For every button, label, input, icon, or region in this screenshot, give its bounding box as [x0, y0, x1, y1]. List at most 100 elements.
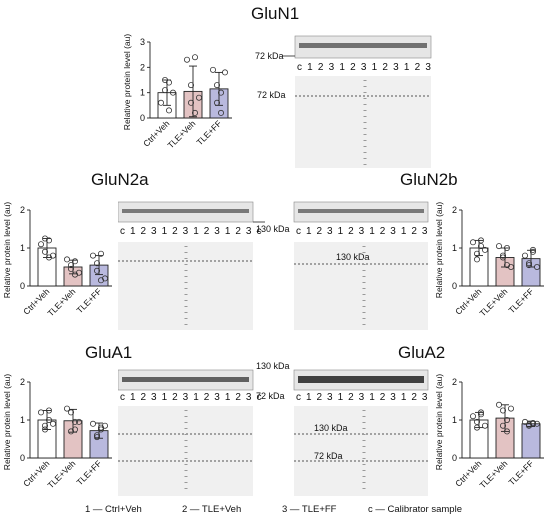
data-point	[478, 243, 485, 250]
data-point	[530, 248, 537, 255]
data-point	[42, 426, 49, 433]
data-point	[500, 254, 507, 261]
x-tick-label: TLE+FF	[74, 458, 103, 487]
data-point	[530, 420, 537, 427]
data-point	[214, 99, 221, 106]
y-tick-label: 0	[20, 453, 25, 463]
data-point	[482, 246, 489, 253]
chart-glun2a: Relative protein level (au) 012Ctrl+VehTL…	[2, 202, 112, 318]
data-point	[162, 87, 169, 94]
data-point	[500, 252, 507, 259]
data-point	[72, 426, 79, 433]
y-tick-label: 1	[140, 88, 145, 98]
bar-tle-ff	[521, 423, 541, 459]
y-tick-label: 0	[452, 281, 457, 291]
data-point	[102, 422, 109, 429]
chart-glun2b: Relative protein level (au) 012Ctrl+VehTL…	[434, 202, 544, 318]
lanes-glua2: c 1 2 3 1 2 3 1 2 3 1 2 3 c	[296, 392, 432, 403]
x-tick-label: TLE+FF	[74, 286, 103, 315]
y-axis-label: Relative protein level (au)	[2, 374, 12, 471]
data-point	[522, 418, 529, 425]
data-point	[504, 428, 511, 435]
marker-glun2b-130: 130 kDa	[336, 252, 370, 262]
data-point	[94, 260, 101, 267]
y-axis-label: Relative protein level (au)	[122, 34, 132, 131]
data-point	[192, 54, 199, 61]
y-tick-label: 3	[140, 37, 145, 47]
marker-glun1-72: 72 kDa	[255, 51, 284, 61]
chart-glua1: Relative protein level (au) 012Ctrl+VehTL…	[2, 374, 112, 490]
data-point	[218, 89, 225, 96]
y-axis-label: Relative protein level (au)	[2, 202, 12, 299]
data-point	[196, 94, 203, 101]
lanes-glun2a: c 1 2 3 1 2 3 1 2 3 1 2 3 c	[120, 226, 263, 237]
data-point	[478, 411, 485, 418]
data-point	[76, 418, 83, 425]
title-glun2a: GluN2a	[91, 170, 149, 189]
title-glua1: GluA1	[85, 343, 133, 362]
data-point	[474, 256, 481, 263]
y-axis-label: Relative protein level (au)	[434, 374, 444, 471]
y-tick-label: 1	[452, 243, 457, 253]
data-point	[188, 82, 195, 89]
data-point	[504, 417, 511, 424]
data-point	[496, 401, 503, 408]
x-tick-label: TLE+FF	[506, 286, 535, 315]
data-point	[102, 275, 109, 282]
chart-glua2: Relative protein level (au) 012Ctrl+VehTL…	[434, 374, 544, 490]
data-point	[46, 407, 53, 414]
data-point	[64, 256, 71, 263]
data-point	[218, 109, 225, 116]
data-point	[64, 405, 71, 412]
data-point	[504, 245, 511, 252]
data-point	[76, 269, 83, 276]
data-point	[500, 407, 507, 414]
data-point	[90, 420, 97, 427]
data-point	[478, 409, 485, 416]
data-point	[470, 239, 477, 246]
data-point	[42, 248, 49, 255]
data-point	[534, 420, 541, 427]
data-point	[522, 252, 529, 259]
x-tick-label: TLE+Veh	[165, 118, 197, 150]
y-tick-label: 2	[452, 205, 457, 215]
data-point	[72, 418, 79, 425]
y-tick-label: 2	[20, 205, 25, 215]
x-tick-label: TLE+FF	[506, 458, 535, 487]
data-point	[526, 260, 533, 267]
legend-item-ctrl: 1 — Ctrl+Veh	[85, 504, 142, 515]
data-point	[508, 405, 515, 412]
data-point	[478, 237, 485, 244]
blot-glua1: 130 kDa 72 kDa c 1 2 3 1 2 3 1 2 3 1 2 3…	[118, 361, 290, 496]
data-point	[534, 264, 541, 271]
data-point	[222, 69, 229, 76]
data-point	[68, 409, 75, 416]
y-tick-label: 1	[452, 415, 457, 425]
data-point	[500, 422, 507, 429]
data-point	[470, 413, 477, 420]
marker-glua1-130: 130 kDa	[256, 361, 290, 371]
x-tick-label: TLE+Veh	[45, 458, 77, 490]
data-point	[94, 432, 101, 439]
data-point	[42, 422, 49, 429]
legend-item-tle-ff: 3 — TLE+FF	[282, 504, 337, 515]
data-point	[526, 262, 533, 269]
y-tick-label: 2	[452, 377, 457, 387]
data-point	[188, 99, 195, 106]
data-point	[46, 417, 53, 424]
data-point	[530, 246, 537, 253]
title-glua2: GluA2	[398, 343, 446, 362]
title-glun2b: GluN2b	[400, 170, 458, 189]
data-point	[98, 250, 105, 257]
marker-glua2-130: 130 kDa	[314, 423, 348, 433]
data-point	[192, 109, 199, 116]
chart-glun1: Relative protein level (au) 0123Ctrl+VehT…	[122, 34, 232, 150]
data-point	[474, 250, 481, 257]
data-point	[94, 434, 101, 441]
data-point	[166, 79, 173, 86]
data-point	[98, 426, 105, 433]
data-point	[50, 252, 57, 259]
lanes-glun1: c 1 2 3 1 2 3 1 2 3 1 2 3 c	[297, 62, 433, 73]
x-tick-label: TLE+Veh	[477, 286, 509, 318]
data-point	[94, 267, 101, 274]
